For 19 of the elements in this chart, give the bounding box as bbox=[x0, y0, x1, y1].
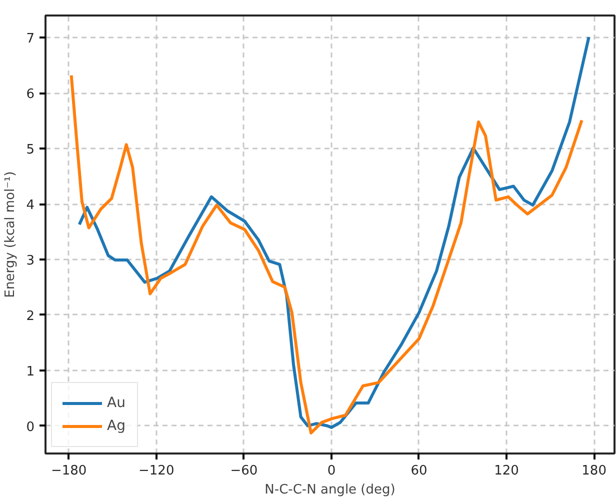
x-tick-label: −180 bbox=[50, 464, 87, 478]
y-tick-label: 7 bbox=[26, 32, 35, 47]
y-tick-label: 3 bbox=[26, 253, 35, 268]
y-tick-label: 0 bbox=[26, 420, 35, 435]
x-tick-label: 120 bbox=[494, 464, 519, 478]
y-tick-label: 1 bbox=[26, 364, 35, 380]
x-tick-label: −120 bbox=[138, 464, 174, 478]
x-tick-label: 60 bbox=[410, 464, 428, 478]
x-tick-label: 180 bbox=[582, 464, 606, 478]
legend-label: Ag bbox=[107, 418, 126, 434]
x-tick-label: 0 bbox=[327, 464, 336, 478]
x-axis-title: N-C-C-N angle (deg) bbox=[264, 482, 396, 498]
y-tick-label: 6 bbox=[26, 87, 35, 102]
legend-label: Au bbox=[107, 395, 126, 411]
y-tick-label: 4 bbox=[26, 198, 35, 214]
y-axis-title: Energy (kcal mol⁻¹) bbox=[3, 171, 18, 298]
x-tick-label: −60 bbox=[230, 464, 258, 478]
y-tick-label: 2 bbox=[26, 308, 35, 324]
y-tick-label: 5 bbox=[26, 142, 35, 158]
